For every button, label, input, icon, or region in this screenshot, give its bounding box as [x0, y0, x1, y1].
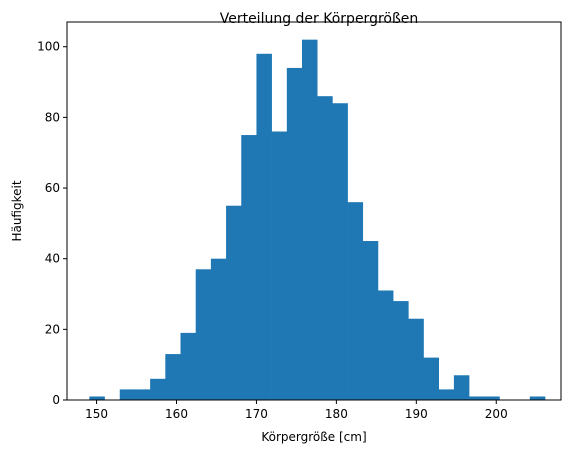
histogram-bar [529, 396, 546, 400]
histogram-bar [453, 375, 470, 400]
histogram-bar [332, 103, 348, 400]
x-tick-label: 200 [485, 407, 508, 421]
histogram-bar [408, 318, 424, 400]
y-tick-label: 40 [45, 252, 60, 266]
y-axis-ticks: 0 20 40 60 80 100 [37, 40, 67, 407]
histogram-bar [134, 389, 151, 400]
x-tick-label: 180 [325, 407, 348, 421]
histogram-bar [150, 378, 166, 400]
y-tick-label: 0 [52, 393, 60, 407]
histogram-bar [180, 332, 196, 400]
histogram-bar [302, 39, 318, 400]
bars-group [89, 39, 546, 401]
y-tick-label: 60 [45, 181, 60, 195]
y-tick-label: 20 [45, 322, 60, 336]
histogram-bar [393, 301, 409, 400]
histogram-bar [89, 396, 105, 400]
histogram-bar [317, 96, 333, 400]
x-axis-ticks: 150 160 170 180 190 200 [85, 400, 508, 421]
y-tick-label: 80 [45, 110, 60, 124]
x-tick-label: 190 [405, 407, 428, 421]
chart-title: Verteilung der Körpergrößen [220, 11, 419, 27]
x-tick-label: 170 [245, 407, 268, 421]
histogram-bar [210, 258, 227, 400]
x-axis-label: Körpergröße [cm] [261, 430, 366, 444]
histogram-bar [119, 389, 136, 400]
histogram-bar [195, 269, 212, 400]
y-tick-label: 100 [37, 40, 60, 54]
histogram-bar [438, 389, 455, 400]
histogram-bar [256, 53, 272, 400]
histogram-bar [469, 396, 485, 400]
histogram-bar [286, 67, 303, 401]
histogram-bar [347, 202, 364, 400]
histogram-bar [377, 290, 394, 400]
histogram-bar [165, 354, 181, 400]
x-tick-label: 160 [165, 407, 188, 421]
histogram-bar [226, 205, 242, 400]
y-axis-label: Häufigkeit [10, 180, 24, 241]
histogram-bar [423, 357, 439, 400]
histogram-bar [362, 241, 379, 400]
histogram-bar [271, 131, 288, 400]
x-tick-label: 150 [85, 407, 108, 421]
plot-frame [66, 21, 562, 401]
histogram-bar [484, 396, 500, 400]
histogram-bar [241, 135, 257, 401]
